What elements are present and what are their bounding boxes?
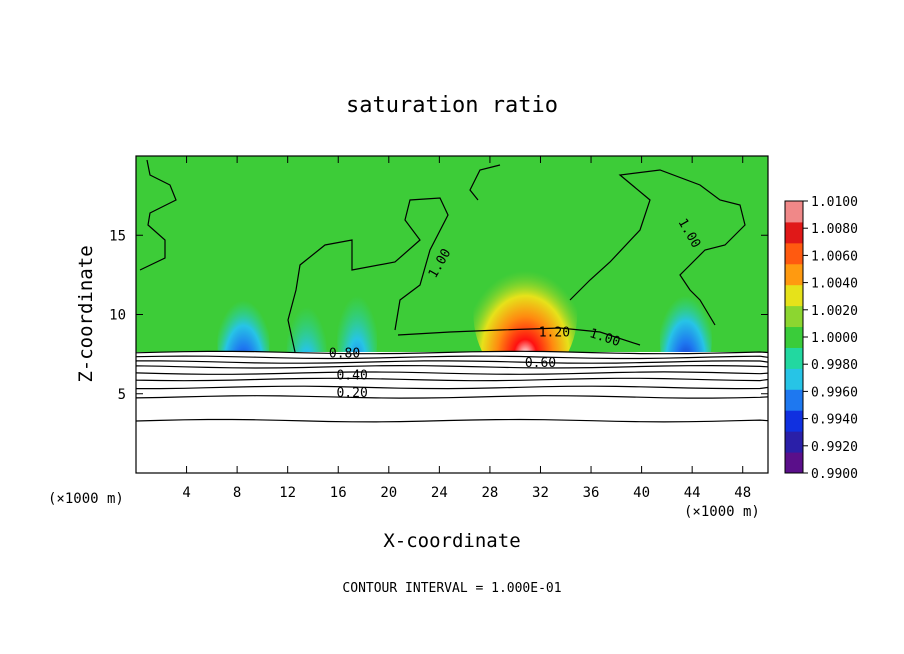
- colorbar-cell: [785, 368, 803, 390]
- y-axis-label: Z-coordinate: [75, 245, 97, 382]
- colorbar-cell: [785, 201, 803, 223]
- heatmap-field: [136, 156, 768, 473]
- colorbar-label: 0.9920: [811, 440, 858, 455]
- x-tick-label: 24: [431, 485, 448, 501]
- colorbar-cell: [785, 326, 803, 348]
- contour-line-0.90: [136, 350, 768, 355]
- contour-label: 1.20: [539, 326, 570, 341]
- colorbar-label: 1.0020: [811, 304, 858, 319]
- contour-line-0.30: [136, 385, 768, 390]
- colorbar-cell: [785, 242, 803, 265]
- colorbar-label: 0.9980: [811, 358, 858, 373]
- colorbar-label: 1.0060: [811, 249, 858, 264]
- contour-line-0.20: [136, 395, 768, 399]
- colorbar-cell: [785, 347, 803, 369]
- x-unit-right: (×1000 m): [684, 504, 760, 520]
- contour-label: 0.20: [336, 386, 367, 401]
- colorbar-cell: [785, 452, 803, 474]
- colorbar-labels: 1.0100 1.0080 1.0060 1.0040 1.0020 1.0000 0.99…: [803, 195, 858, 482]
- contour-line-0.80: [136, 355, 768, 360]
- x-tick-label: 4: [182, 485, 190, 501]
- colorbar-label: 1.0080: [811, 222, 858, 237]
- colorbar-label: 1.0100: [811, 195, 858, 210]
- x-axis-ticks: 4 8 12 16 20 24 28 32 36 40 44 48: [182, 156, 751, 501]
- colorbar-cell: [785, 431, 803, 453]
- x-tick-label: 32: [532, 485, 549, 501]
- chart-title: saturation ratio: [346, 93, 558, 118]
- contour-label: 0.80: [329, 346, 360, 361]
- x-tick-label: 16: [330, 485, 347, 501]
- y-tick-label: 5: [118, 387, 126, 403]
- supersaturation-region-0: [473, 242, 578, 383]
- contour-line-0.60: [136, 364, 768, 369]
- colorbar-label: 1.0000: [811, 331, 858, 346]
- lower-unsaturated-region: [136, 352, 768, 473]
- contour-lines: [136, 159, 768, 423]
- x-tick-label: 48: [734, 485, 751, 501]
- contour-1.00-upper-left: [139, 159, 449, 353]
- x-tick-label: 40: [633, 485, 650, 501]
- contour-1.20-cap: [397, 327, 641, 346]
- contour-line-0.50: [136, 371, 768, 375]
- contour-line-0.10: [136, 418, 768, 423]
- colorbar-cell: [785, 389, 803, 411]
- x-tick-label: 28: [481, 485, 498, 501]
- colorbar-cell: [785, 305, 803, 328]
- x-unit-left: (×1000 m): [48, 491, 124, 507]
- contour-interval-note: CONTOUR INTERVAL = 1.000E-01: [342, 581, 561, 596]
- colorbar-label: 0.9960: [811, 385, 858, 400]
- colorbar-cell: [785, 263, 803, 286]
- contour-label: 0.40: [336, 368, 367, 383]
- y-tick-label: 15: [109, 228, 126, 244]
- x-tick-label: 20: [380, 485, 397, 501]
- colorbar-cell: [785, 410, 803, 432]
- contour-line-0.70: [136, 360, 768, 364]
- contour-label: 0.60: [525, 356, 556, 371]
- contour-line-0.40: [136, 377, 768, 382]
- colorbar-cell: [785, 284, 803, 307]
- x-tick-label: 8: [233, 485, 241, 501]
- x-tick-label: 12: [279, 485, 296, 501]
- y-axis-ticks: 5 10 15: [109, 228, 768, 403]
- contour-1.00-upper-right: [469, 164, 746, 326]
- colorbar: 1.0100 1.0080 1.0060 1.0040 1.0020 1.0000 0.99…: [784, 195, 858, 482]
- x-axis-label: X-coordinate: [383, 530, 520, 552]
- x-tick-label: 44: [684, 485, 701, 501]
- colorbar-cell: [785, 221, 803, 244]
- x-tick-label: 36: [583, 485, 600, 501]
- colorbar-cells: [785, 201, 803, 474]
- colorbar-label: 1.0040: [811, 277, 858, 292]
- colorbar-label: 0.9900: [811, 467, 858, 482]
- y-tick-label: 10: [109, 308, 126, 324]
- colorbar-label: 0.9940: [811, 413, 858, 428]
